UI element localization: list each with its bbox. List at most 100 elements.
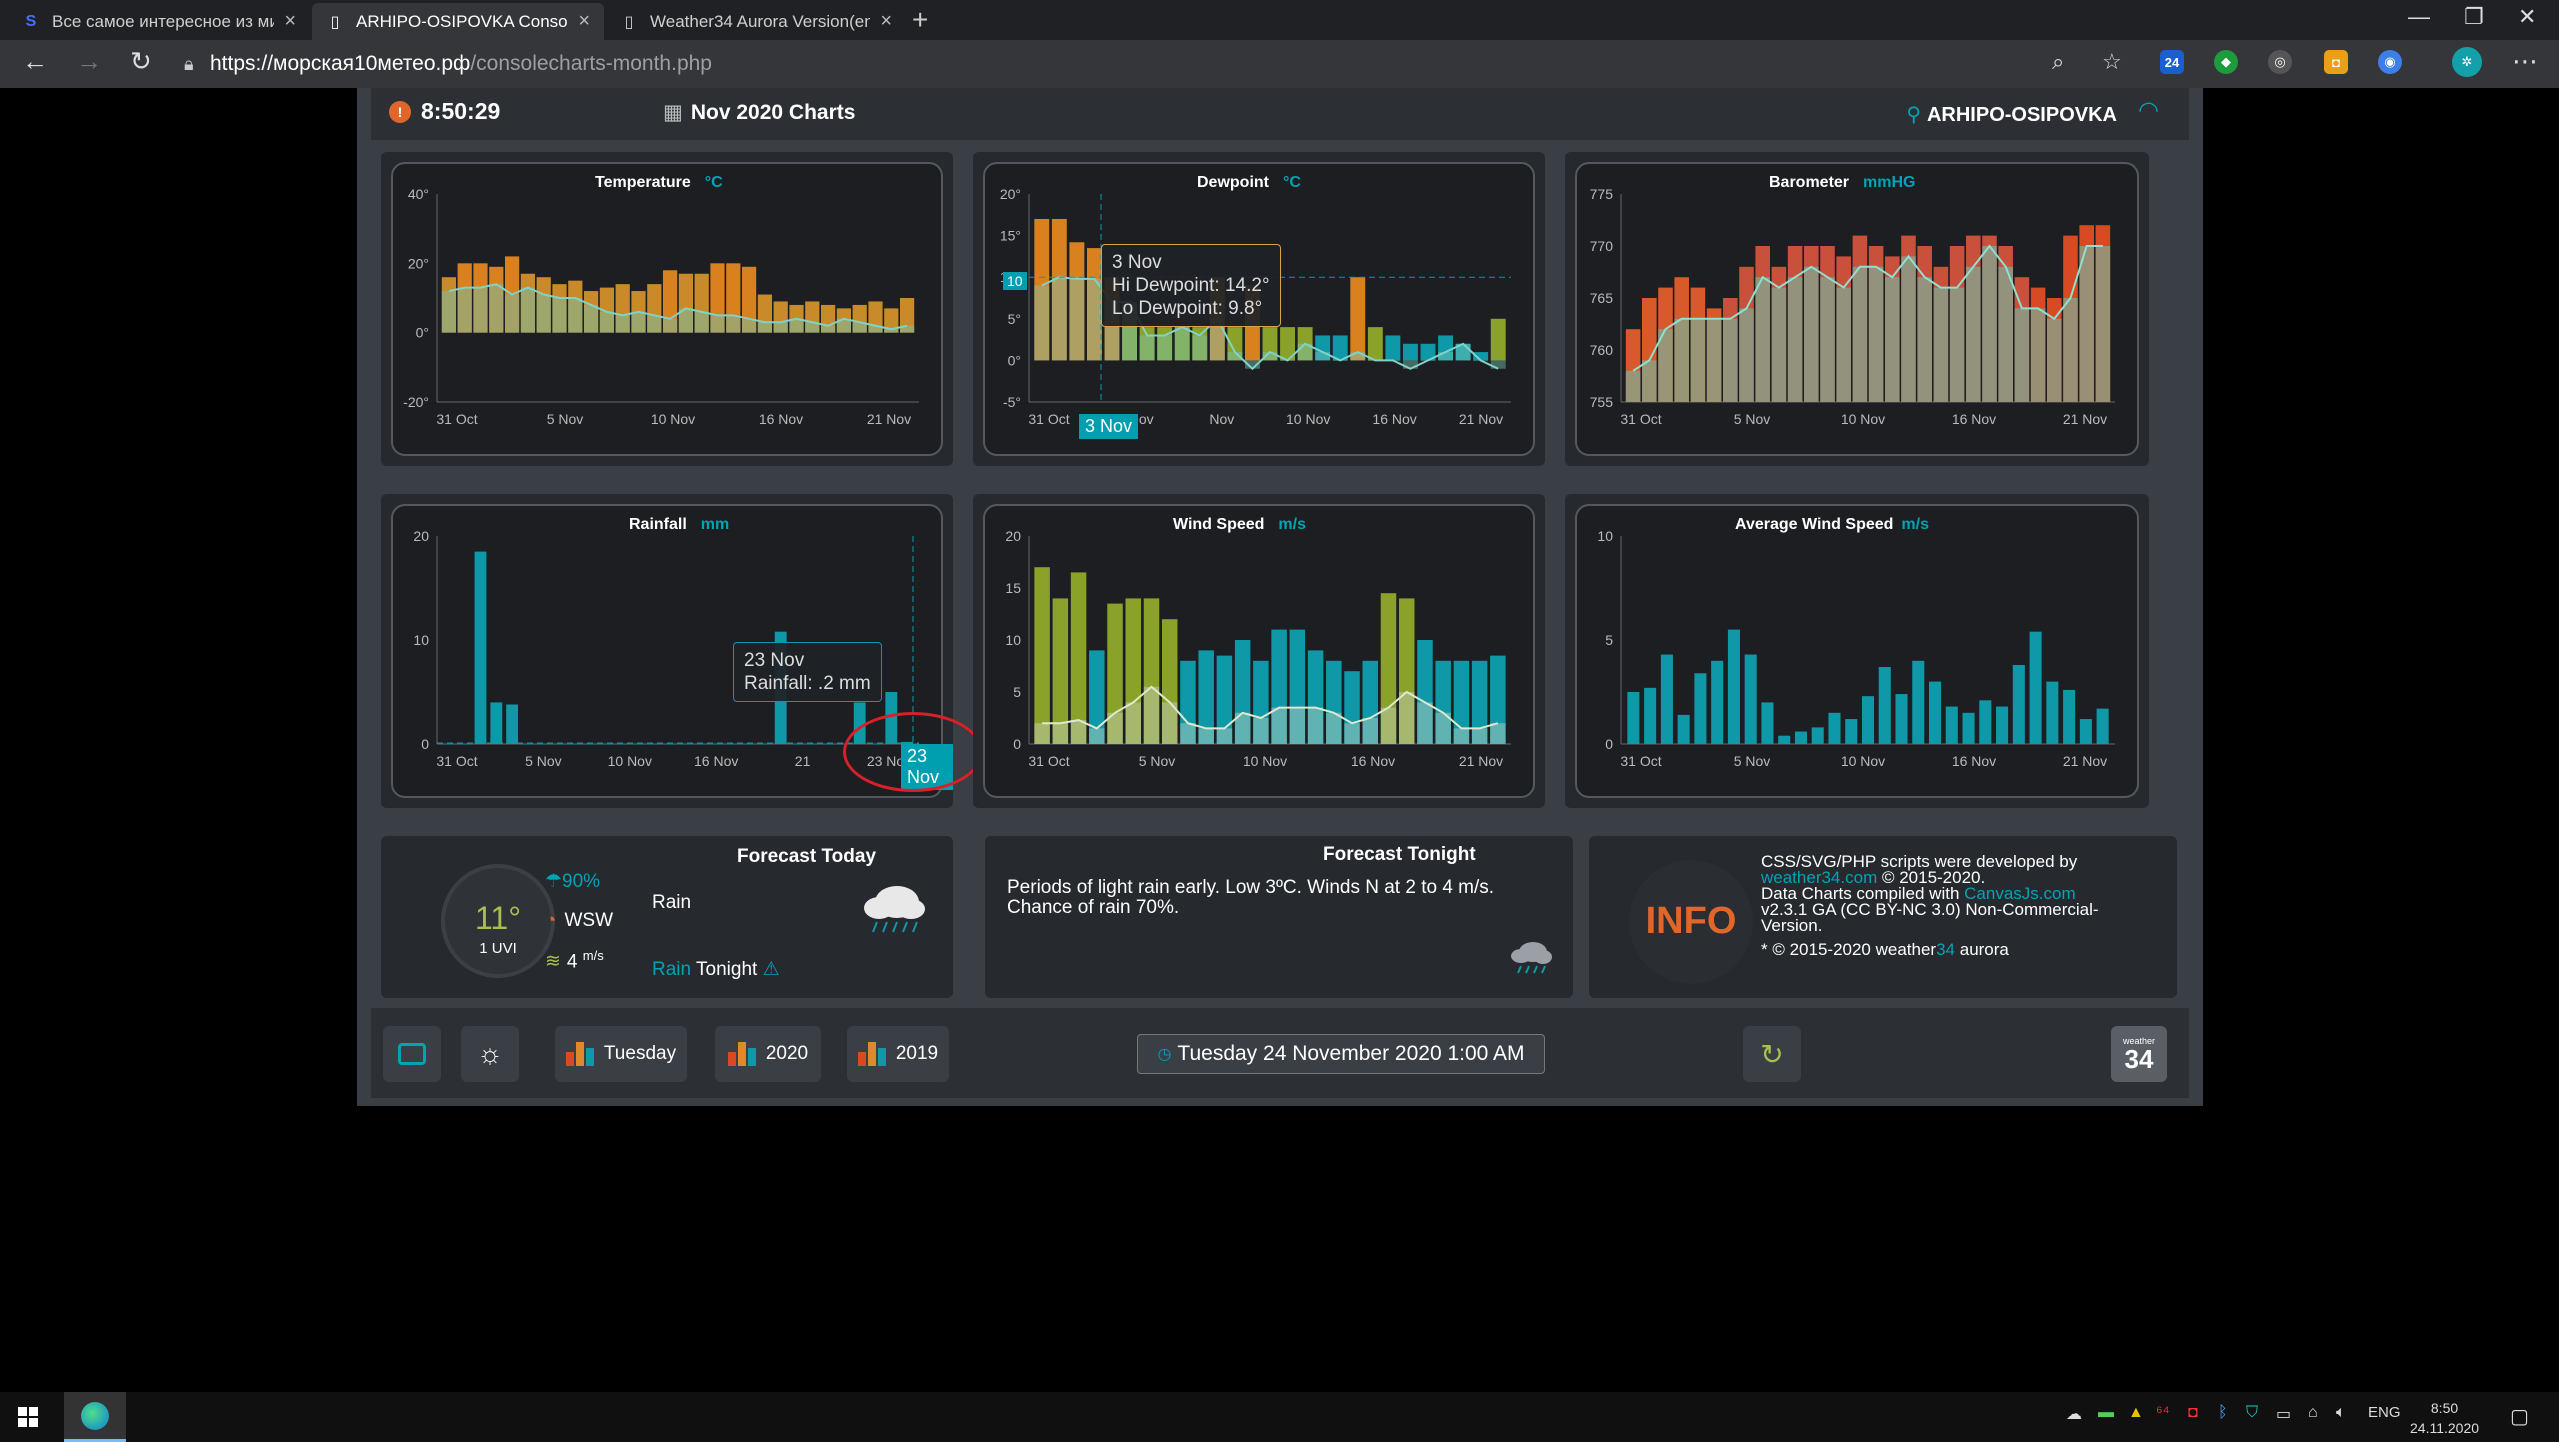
minimize-icon[interactable]: — bbox=[2408, 4, 2430, 29]
rain-bar bbox=[442, 744, 455, 745]
x-tick-label: 31 Oct bbox=[1620, 411, 1661, 427]
windspeed-chart[interactable]: 20 15 10 5 0 31 Oct 5 Nov 10 Nov 16 Nov 21 Nov bbox=[973, 494, 1545, 808]
rain-chance-value: 90% bbox=[562, 871, 601, 892]
y-tick-label: 20° bbox=[1000, 186, 1021, 202]
gust-bar bbox=[1362, 660, 1379, 744]
extension-green-icon[interactable]: ◆ bbox=[2214, 50, 2238, 74]
barometer-chart[interactable]: 775 770 765 760 755 31 Oct 5 Nov 10 Nov 16 Nov 21… bbox=[1565, 152, 2149, 466]
uvi-label: UVI bbox=[491, 940, 517, 957]
dew-lo-bar bbox=[1227, 352, 1243, 361]
gust-bar bbox=[1253, 660, 1269, 744]
notifications-icon[interactable]: ▢ bbox=[2510, 1406, 2529, 1428]
year-2019-button[interactable]: 2019 bbox=[847, 1026, 949, 1082]
page-title: ▦ Nov 2020 Charts bbox=[663, 100, 855, 125]
tonight-label: Tonight bbox=[696, 959, 758, 980]
tooltip-date: 3 Nov bbox=[1112, 252, 1162, 273]
temp-lo-bar bbox=[773, 322, 788, 333]
canvasjs-link[interactable]: CanvasJs.com bbox=[1964, 884, 2076, 903]
browser-tab-2[interactable]: ▯ ARHIPO-OSIPOVKA Console Cha × bbox=[312, 3, 604, 40]
calendar-icon: ▦ bbox=[663, 101, 683, 124]
x-tick-label: 5 Nov bbox=[547, 411, 584, 427]
reload-icon[interactable]: ↻ bbox=[130, 46, 152, 76]
warning-icon: ⚠ bbox=[762, 959, 780, 980]
address-bar[interactable]: 🔒︎ https://морская10метео.рф/consolechar… bbox=[184, 46, 2089, 82]
browser-tab-1[interactable]: S Все самое интересное из мира × bbox=[8, 3, 310, 40]
rain-bar bbox=[679, 744, 692, 745]
station-info-button[interactable] bbox=[383, 1026, 441, 1082]
zoom-icon[interactable]: ⌕ bbox=[2052, 49, 2065, 74]
avg-bar bbox=[1198, 728, 1214, 744]
menu-icon[interactable]: ⋯ bbox=[2512, 46, 2538, 76]
back-icon[interactable]: ← bbox=[22, 46, 48, 76]
rain-bar bbox=[553, 744, 566, 745]
chart-title: Temperature °C bbox=[595, 174, 723, 192]
close-window-icon[interactable]: ✕ bbox=[2518, 4, 2537, 29]
browser-tab-3[interactable]: ▯ Weather34 Aurora Version(engli × bbox=[606, 3, 906, 40]
onedrive-icon[interactable]: ☁ bbox=[2066, 1406, 2082, 1423]
avg-bar bbox=[1289, 707, 1306, 744]
extension-gray-icon[interactable]: ◎ bbox=[2268, 50, 2292, 74]
network-icon[interactable]: ⌂ bbox=[2308, 1404, 2318, 1421]
dewpoint-tooltip: 3 Nov Hi Dewpoint: 14.2° Lo Dewpoint: 9.… bbox=[1101, 244, 1281, 327]
dew-lo-bar bbox=[1244, 360, 1260, 369]
baro-lo-bar bbox=[2047, 318, 2062, 402]
theme-button[interactable]: ☼ bbox=[461, 1026, 519, 1082]
baro-lo-bar bbox=[2079, 246, 2094, 402]
x-tick-label: 5 Nov bbox=[525, 753, 562, 769]
extension-24-icon[interactable]: 24 bbox=[2160, 50, 2184, 74]
avg-bar bbox=[1216, 728, 1233, 744]
avgwind-bar bbox=[1627, 692, 1640, 744]
x-tick-label: 31 Oct bbox=[1620, 753, 1661, 769]
temp-lo-bar bbox=[789, 318, 804, 333]
y-tick-label: 770 bbox=[1590, 238, 1614, 254]
avg-bar bbox=[1180, 723, 1196, 744]
temp-lo-line bbox=[448, 283, 908, 331]
logo-number: 34 bbox=[2124, 1044, 2154, 1074]
battery-icon[interactable]: ▬ bbox=[2098, 1404, 2114, 1421]
close-icon[interactable]: × bbox=[880, 10, 892, 32]
refresh-button[interactable]: ↻ bbox=[1743, 1026, 1801, 1082]
star-icon[interactable]: ☆ bbox=[2102, 49, 2122, 74]
extension-yellow-icon[interactable]: ◘ bbox=[2324, 50, 2348, 74]
tray-app-icon[interactable]: ▲ bbox=[2128, 1404, 2144, 1421]
tray-red-icon[interactable]: ◘ bbox=[2188, 1404, 2198, 1421]
rain-bar bbox=[664, 744, 677, 745]
tuesday-button[interactable]: Tuesday bbox=[555, 1026, 687, 1082]
language-indicator[interactable]: ENG bbox=[2368, 1404, 2401, 1421]
taskbar-clock[interactable]: 8:50 24.11.2020 bbox=[2410, 1398, 2479, 1438]
temperature-chart[interactable]: 40° 20° 0° -20° 31 Oct 5 Nov 10 Nov 16 Nov 21 No… bbox=[381, 152, 953, 466]
baro-lo-bar bbox=[2030, 308, 2046, 402]
restore-icon[interactable]: ❐ bbox=[2464, 4, 2484, 29]
browser-tabstrip: S Все самое интересное из мира × ▯ ARHIP… bbox=[0, 0, 2559, 40]
bar-chart-icon bbox=[727, 1042, 758, 1066]
year-2020-button[interactable]: 2020 bbox=[715, 1026, 821, 1082]
volume-icon[interactable]: 🔈︎ bbox=[2336, 1404, 2346, 1421]
close-icon[interactable]: × bbox=[578, 10, 590, 32]
extension-blue-icon[interactable]: ◉ bbox=[2378, 50, 2402, 74]
rain-bar bbox=[853, 702, 866, 744]
close-icon[interactable]: × bbox=[284, 10, 296, 32]
bluetooth-icon[interactable]: ᛒ bbox=[2218, 1404, 2228, 1421]
tooltip-date: 23 Nov bbox=[744, 650, 805, 671]
windows-start-icon[interactable] bbox=[18, 1407, 38, 1427]
chart-title-text: Dewpoint bbox=[1197, 174, 1269, 191]
shield-icon[interactable]: ⛉ bbox=[2246, 1404, 2259, 1421]
chat-icon[interactable]: ▭ bbox=[2276, 1406, 2292, 1423]
weather34-logo[interactable]: weather 34 bbox=[2111, 1026, 2167, 1082]
rain-bar bbox=[822, 744, 835, 745]
baro-lo-bar bbox=[1917, 277, 1932, 402]
baro-lo-bar bbox=[1949, 287, 1965, 402]
tooltip-hi: Hi Dewpoint: 14.2° bbox=[1112, 275, 1270, 296]
profile-avatar[interactable]: ✲ bbox=[2452, 47, 2482, 77]
temp-lo-bar bbox=[662, 318, 678, 333]
wind-direction: ◔ WSW bbox=[545, 910, 613, 932]
edge-taskbar-icon[interactable] bbox=[64, 1392, 126, 1442]
credits-34: 34 bbox=[1936, 940, 1956, 959]
avgwind-chart[interactable]: 10 5 0 31 Oct 5 Nov 10 Nov 16 Nov 21 Nov bbox=[1565, 494, 2149, 808]
tray-64-icon[interactable]: ⁶⁴ bbox=[2156, 1404, 2170, 1421]
forward-icon[interactable]: → bbox=[76, 46, 102, 76]
gust-bar bbox=[1435, 660, 1451, 744]
weather34-link[interactable]: weather34.com bbox=[1761, 868, 1878, 887]
credits-line-4: * © 2015-2020 weather bbox=[1761, 940, 1937, 959]
new-tab-icon[interactable]: + bbox=[912, 4, 929, 35]
